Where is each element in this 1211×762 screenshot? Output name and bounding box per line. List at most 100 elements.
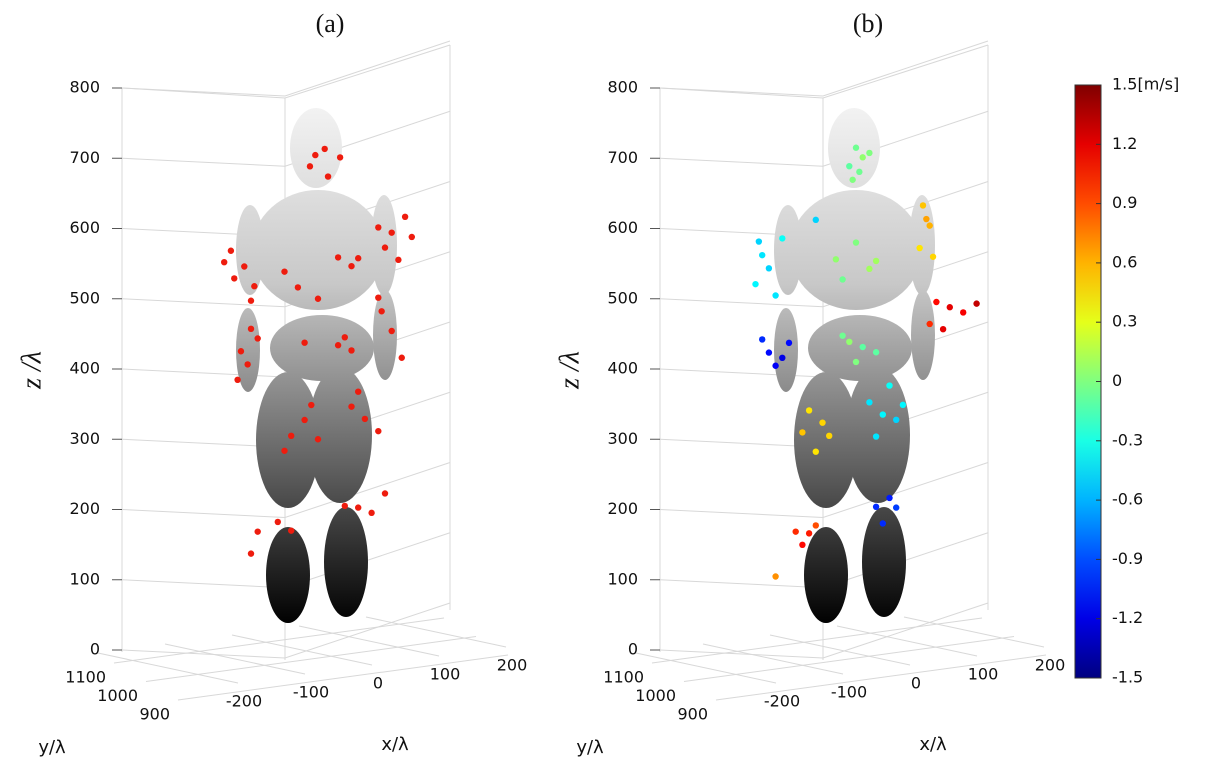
grid-line — [365, 616, 507, 648]
scatter-point — [334, 254, 342, 261]
scatter-point — [301, 416, 308, 424]
scatter-point — [288, 432, 295, 440]
scatter-point — [859, 343, 866, 351]
x-tick-label: 0 — [373, 674, 383, 693]
box-edge — [822, 44, 989, 99]
z-tick-label: 100 — [69, 569, 100, 588]
grid-line — [97, 652, 239, 684]
scatter-point — [308, 401, 315, 409]
scatter-point — [852, 239, 860, 246]
scatter-point — [765, 265, 773, 272]
grid-line — [715, 654, 1047, 701]
grid-line — [659, 40, 989, 97]
scatter-point — [926, 222, 933, 229]
colorbar-tick-label: 0.3 — [1112, 312, 1137, 331]
body-segment — [790, 190, 922, 310]
body-segment — [862, 507, 906, 617]
scatter-point — [826, 432, 833, 440]
body-segment — [324, 507, 368, 617]
grid-line — [121, 462, 451, 519]
colorbar-tick-label: -0.6 — [1112, 490, 1143, 509]
grid-line — [683, 636, 1015, 682]
scatter-point — [805, 407, 813, 414]
scatter-point — [361, 415, 369, 423]
scatter-point — [375, 427, 382, 435]
body-segment — [236, 205, 264, 295]
scatter-point — [336, 154, 344, 161]
scatter-point — [893, 504, 900, 511]
y-tick-label: 1100 — [65, 668, 106, 687]
scatter-point — [916, 244, 923, 252]
x-tick-label: 100 — [430, 665, 461, 684]
y-axis-label: y/λ — [38, 737, 66, 758]
grid-line — [121, 40, 451, 97]
scatter-point — [368, 509, 375, 517]
scatter-point — [812, 216, 819, 224]
scatter-point — [381, 244, 389, 251]
y-tick-label: 900 — [139, 705, 170, 724]
scatter-point — [375, 224, 382, 231]
body-segment — [270, 315, 374, 381]
scatter-point — [879, 520, 886, 527]
scatter-point — [792, 528, 799, 535]
scatter-point — [301, 339, 308, 346]
scatter-point — [856, 168, 863, 176]
body-segment — [909, 195, 935, 295]
scatter-point — [859, 154, 866, 161]
scatter-point — [852, 358, 860, 366]
scatter-point — [832, 256, 840, 263]
z-tick-label: 0 — [90, 640, 100, 659]
scatter-point — [221, 258, 228, 266]
scatter-point — [785, 339, 793, 347]
panel-title: (a) — [316, 9, 345, 38]
scatter-point — [772, 573, 779, 580]
body-segment — [252, 190, 384, 310]
scatter-point — [401, 213, 409, 220]
x-tick-label: 200 — [497, 656, 528, 675]
scatter-point — [872, 257, 880, 265]
body-segment — [256, 372, 320, 508]
body-segment — [373, 290, 397, 380]
scatter-point — [846, 162, 853, 170]
grid-line — [635, 652, 777, 684]
grid-line — [113, 617, 445, 664]
scatter-point — [237, 348, 245, 355]
grid-line — [177, 654, 509, 701]
scatter-point — [306, 163, 314, 170]
x-tick-label: -200 — [764, 692, 800, 711]
scatter-point — [923, 215, 930, 223]
x-axis-label: x/λ — [919, 734, 947, 755]
scatter-point — [324, 173, 332, 180]
z-tick-label: 200 — [607, 499, 638, 518]
scatter-point — [341, 334, 348, 341]
scatter-point — [929, 253, 937, 260]
scatter-point — [348, 262, 355, 270]
body-segment — [804, 527, 848, 623]
scatter-point — [872, 503, 880, 510]
scatter-point — [799, 429, 806, 436]
body-segment — [290, 108, 342, 188]
z-axis-label: z /λ — [16, 351, 47, 390]
colorbar-tick-label: -0.9 — [1112, 549, 1143, 568]
scatter-point — [388, 229, 395, 236]
scatter-point — [348, 403, 355, 410]
scatter-point — [866, 265, 873, 273]
z-tick-label: 400 — [607, 359, 638, 378]
colorbar-tick-label: -1.5 — [1112, 668, 1143, 687]
z-tick-label: 700 — [607, 148, 638, 167]
colorbar-tick-label: 1.5[m/s] — [1112, 75, 1179, 94]
scatter-point — [241, 263, 248, 270]
z-tick-label: 600 — [69, 218, 100, 237]
scatter-point — [321, 145, 328, 153]
scatter-point — [933, 298, 940, 306]
grid-line — [702, 643, 844, 675]
scatter-point — [805, 530, 813, 537]
x-axis-label: x/λ — [381, 734, 409, 755]
z-tick-label: 600 — [607, 218, 638, 237]
body-segment — [308, 367, 372, 503]
scatter-point — [378, 308, 385, 315]
scatter-point — [281, 447, 288, 454]
scatter-point — [886, 494, 893, 502]
scatter-point — [886, 382, 893, 389]
grid-line — [836, 625, 978, 657]
